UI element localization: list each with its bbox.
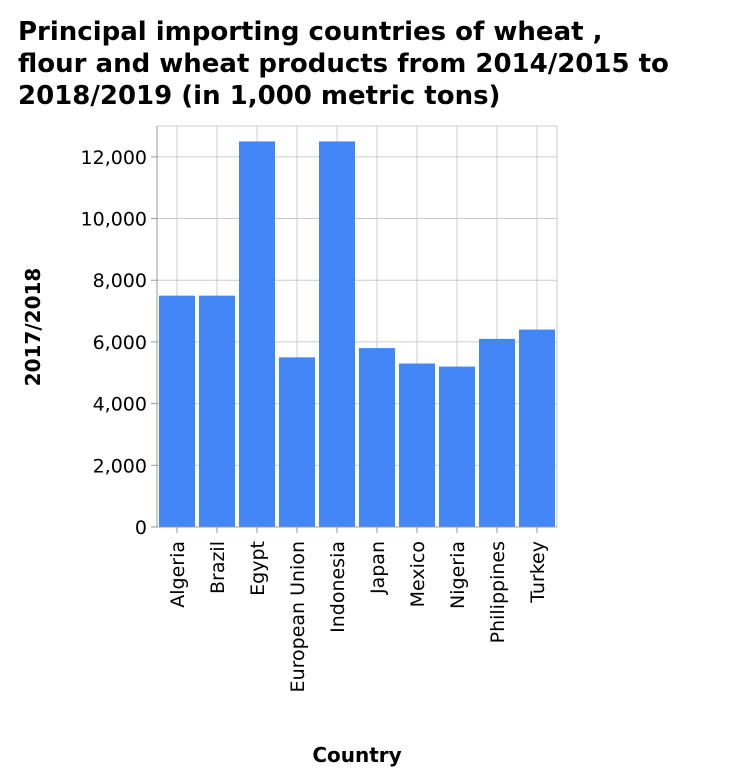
chart-title-line-2: flour and wheat products from 2014/2015 … — [18, 49, 669, 79]
bar-egypt — [239, 141, 275, 527]
y-tick-label: 0 — [135, 517, 147, 539]
x-tick-label: Indonesia — [327, 541, 349, 633]
x-tick-label: Algeria — [167, 541, 189, 608]
x-tick-label: Turkey — [527, 541, 549, 604]
bar-algeria — [159, 295, 195, 527]
x-tick-label: Mexico — [407, 541, 429, 607]
x-tick-label: Philippines — [487, 541, 509, 643]
bar-brazil — [199, 295, 235, 527]
x-tick-label: Japan — [367, 541, 389, 595]
x-tick-label: Brazil — [207, 541, 229, 594]
x-axis-title: Country — [312, 743, 401, 767]
bar-turkey — [519, 329, 555, 527]
bar-japan — [359, 348, 395, 527]
bar-european-union — [279, 357, 315, 527]
bar-philippines — [479, 338, 515, 527]
chart-title-line-3: 2018/2019 (in 1,000 metric tons) — [18, 81, 501, 111]
chart-title-line-1: Principal importing countries of wheat , — [18, 17, 603, 47]
bar-nigeria — [439, 366, 475, 527]
y-axis-title: 2017/2018 — [21, 268, 45, 387]
y-tick-label: 8,000 — [93, 270, 147, 292]
y-tick-label: 12,000 — [81, 147, 147, 169]
y-tick-label: 2,000 — [93, 455, 147, 477]
bar-mexico — [399, 363, 435, 527]
x-tick-label: European Union — [287, 541, 309, 692]
x-tick-labels: Algeria Brazil Egypt European Union Indonesi… — [167, 541, 549, 692]
chart-title: Principal importing countries of wheat ,… — [18, 16, 738, 112]
bar-indonesia — [319, 141, 355, 527]
y-tick-label: 4,000 — [93, 394, 147, 416]
y-tick-label: 10,000 — [81, 209, 147, 231]
axes — [151, 126, 557, 533]
x-tick-label: Egypt — [247, 541, 269, 596]
y-tick-labels: 0 2,000 4,000 6,000 8,000 10,000 12,000 — [81, 147, 147, 539]
bars — [159, 141, 555, 527]
x-tick-label: Nigeria — [447, 541, 469, 609]
y-tick-label: 6,000 — [93, 332, 147, 354]
